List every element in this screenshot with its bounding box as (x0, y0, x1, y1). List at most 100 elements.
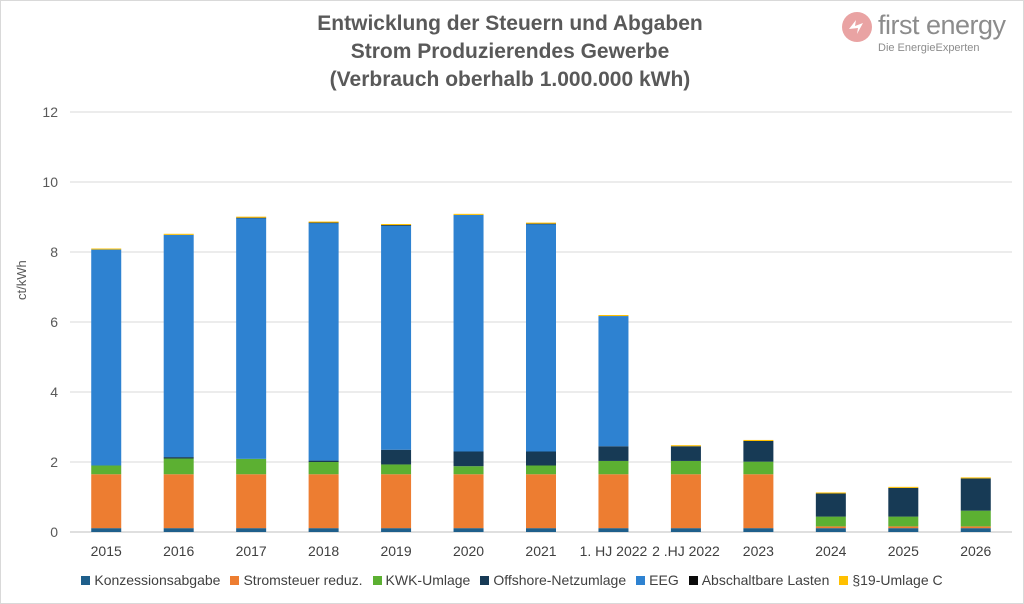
bar-segment (526, 224, 556, 452)
x-tick-label: 2026 (960, 543, 991, 559)
x-tick-label: 2018 (308, 543, 339, 559)
bar-segment (91, 248, 122, 250)
bar-segment (308, 462, 339, 475)
bar-segment (381, 449, 412, 465)
bar-segment (815, 526, 846, 529)
legend-swatch (636, 576, 646, 585)
bar-segment (163, 458, 194, 475)
legend-swatch (839, 576, 849, 585)
bar-segment (308, 528, 339, 532)
bar-segment (91, 528, 122, 532)
bar-segment (598, 446, 629, 461)
bar-segment (308, 222, 339, 224)
x-tick-label: 2023 (743, 543, 774, 559)
y-tick-label: 10 (42, 174, 58, 190)
legend-swatch (81, 576, 91, 585)
legend-item: §19-Umlage C (839, 572, 943, 588)
bar-segment (236, 458, 267, 475)
bar-segment (381, 225, 412, 226)
chart-title-line-1: Entwicklung der Steuern und Abgaben (317, 12, 703, 35)
y-tick-label: 4 (50, 384, 58, 400)
bar-segment (453, 528, 484, 532)
bar-segment (381, 474, 412, 529)
legend-label: Konzessionsabgabe (94, 572, 221, 588)
bar-segment (236, 474, 267, 529)
legend-label: Offshore-Netzumlage (493, 572, 627, 588)
bar-segment (960, 478, 991, 511)
legend-swatch (372, 576, 382, 585)
bar-segment (888, 486, 919, 488)
y-tick-label: 12 (42, 104, 58, 120)
bar-segment (743, 474, 774, 529)
bar-segment (381, 464, 412, 475)
y-tick-label: 2 (50, 454, 58, 470)
bar-segment (960, 528, 991, 532)
chart-title: Entwicklung der Steuern und Abgaben Stro… (200, 10, 820, 94)
bar-segment (960, 510, 991, 527)
bar-segment (163, 233, 194, 235)
bar-segment (670, 445, 701, 447)
bar-segment (236, 528, 267, 532)
bar-segment (381, 528, 412, 532)
bar-segment (960, 477, 991, 479)
x-tick-label: 2015 (91, 543, 122, 559)
bar-segment (815, 516, 846, 527)
legend-label: KWK-Umlage (385, 572, 471, 588)
bar-segment (236, 218, 267, 459)
bar-segment (91, 465, 122, 475)
x-tick-label: 2025 (888, 543, 919, 559)
bar-segment (453, 466, 484, 475)
bar-segment (308, 221, 339, 223)
chart-legend: Konzessionsabgabe Stromsteuer reduz. KWK-U… (0, 572, 1024, 588)
bar-segment (526, 451, 556, 466)
y-tick-label: 0 (50, 524, 58, 540)
bar-segment (598, 315, 629, 317)
bar-segment (163, 234, 194, 458)
logo-name: first energy (878, 10, 1006, 40)
bar-segment (743, 528, 774, 532)
bar-segment (670, 528, 701, 532)
first-energy-logo: first energy Die EnergieExperten (842, 10, 1018, 58)
bar-segment (598, 316, 629, 447)
legend-swatch (480, 576, 490, 585)
bar-segment (888, 528, 919, 532)
logo-tagline: Die EnergieExperten (878, 42, 980, 54)
bar-segment (453, 451, 484, 467)
bar-segment (670, 446, 701, 461)
bar-segment (670, 460, 701, 475)
legend-label: Abschaltbare Lasten (701, 572, 830, 588)
bar-segment (670, 474, 701, 529)
legend-label: Stromsteuer reduz. (243, 572, 363, 588)
bar-segment (236, 217, 267, 219)
bar-segment (743, 441, 774, 462)
legend-item: Stromsteuer reduz. (230, 572, 363, 588)
bar-segment (308, 474, 339, 529)
bar-segment (308, 222, 339, 461)
bar-segment (236, 216, 267, 218)
bar-segment (743, 461, 774, 475)
x-tick-label: 2021 (525, 543, 556, 559)
legend-item: Konzessionsabgabe (81, 572, 220, 588)
bar-segment (888, 487, 919, 517)
x-tick-label: 2 .HJ 2022 (652, 543, 720, 559)
legend-swatch (230, 576, 240, 585)
bar-segment (163, 528, 194, 532)
bar-segment (598, 460, 629, 475)
legend-item: Offshore-Netzumlage (480, 572, 626, 588)
bar-segment (960, 526, 991, 529)
y-tick-label: 8 (50, 244, 58, 260)
bar-segment (598, 474, 629, 529)
bar-segment (526, 528, 556, 532)
bar-segment (815, 493, 846, 517)
legend-label: EEG (649, 572, 679, 588)
bar-segment (453, 213, 484, 215)
x-tick-label: 2017 (236, 543, 267, 559)
bar-segment (453, 474, 484, 529)
legend-item: Abschaltbare Lasten (688, 572, 830, 588)
bar-segment (381, 224, 412, 226)
bar-segment (888, 526, 919, 529)
bar-segment (526, 474, 556, 529)
bar-segment (743, 439, 774, 441)
logo-mark-icon (842, 12, 872, 42)
